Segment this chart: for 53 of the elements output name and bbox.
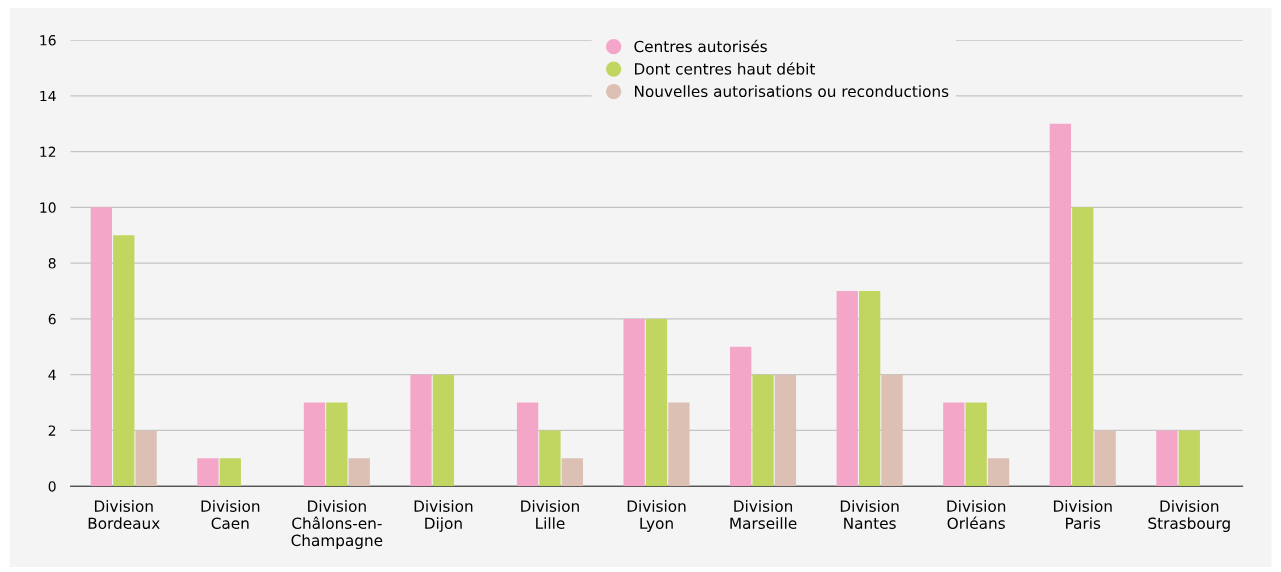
bar <box>623 318 645 487</box>
bar <box>410 374 432 487</box>
bar <box>219 458 241 487</box>
bar <box>561 458 583 487</box>
legend-label: Centres autorisés <box>634 39 767 53</box>
bar <box>836 291 858 487</box>
bar <box>881 374 903 487</box>
y-tick-label: 6 <box>48 313 56 325</box>
bar <box>858 291 881 487</box>
y-tick-label: 10 <box>40 202 56 213</box>
x-tick-label: Division Lille <box>521 500 579 530</box>
x-tick-label: Division Orléans <box>947 500 1006 530</box>
x-tick-label: Division Paris <box>1053 500 1112 530</box>
bar <box>326 402 348 487</box>
x-tick-label: Division Caen <box>201 500 260 530</box>
y-tick-label: 0 <box>48 481 56 492</box>
bar <box>113 235 135 487</box>
bar <box>197 458 219 487</box>
bar <box>539 430 561 487</box>
x-tick-label: Division Nantes <box>840 500 899 530</box>
x-tick-label: Division Bordeaux <box>88 500 160 530</box>
y-tick-label: 12 <box>40 146 56 157</box>
y-tick-label: 8 <box>48 258 56 269</box>
bar <box>90 207 113 487</box>
bar <box>752 374 774 487</box>
bar <box>668 402 690 487</box>
x-tick-label: Division Châlons-en- Champagne <box>291 500 383 550</box>
bar <box>1094 430 1116 487</box>
y-tick-label: 2 <box>48 425 56 436</box>
bar <box>1049 123 1072 487</box>
bar <box>774 374 797 487</box>
bar <box>348 458 370 487</box>
bar <box>645 318 668 487</box>
legend-label: Nouvelles autorisations ou reconductions <box>635 85 949 98</box>
y-tick-label: 14 <box>40 90 56 102</box>
bar <box>1178 430 1200 487</box>
bar <box>135 430 157 487</box>
bar <box>943 402 965 487</box>
y-tick-label: 16 <box>40 35 56 46</box>
x-tick-label: Division Marseille <box>730 500 797 530</box>
bar <box>965 402 987 487</box>
bar <box>1156 430 1178 487</box>
bar <box>987 458 1010 487</box>
bar <box>516 402 539 487</box>
y-tick-label: 4 <box>48 369 56 380</box>
bar <box>730 346 752 487</box>
bar <box>432 374 455 487</box>
legend-label: Dont centres haut débit <box>635 62 816 75</box>
bar <box>303 402 326 487</box>
x-tick-label: Division Strasbourg <box>1148 500 1230 532</box>
bar <box>1072 207 1094 487</box>
x-tick-label: Division Lyon <box>627 500 686 532</box>
x-tick-label: Division Dijon <box>414 500 473 532</box>
